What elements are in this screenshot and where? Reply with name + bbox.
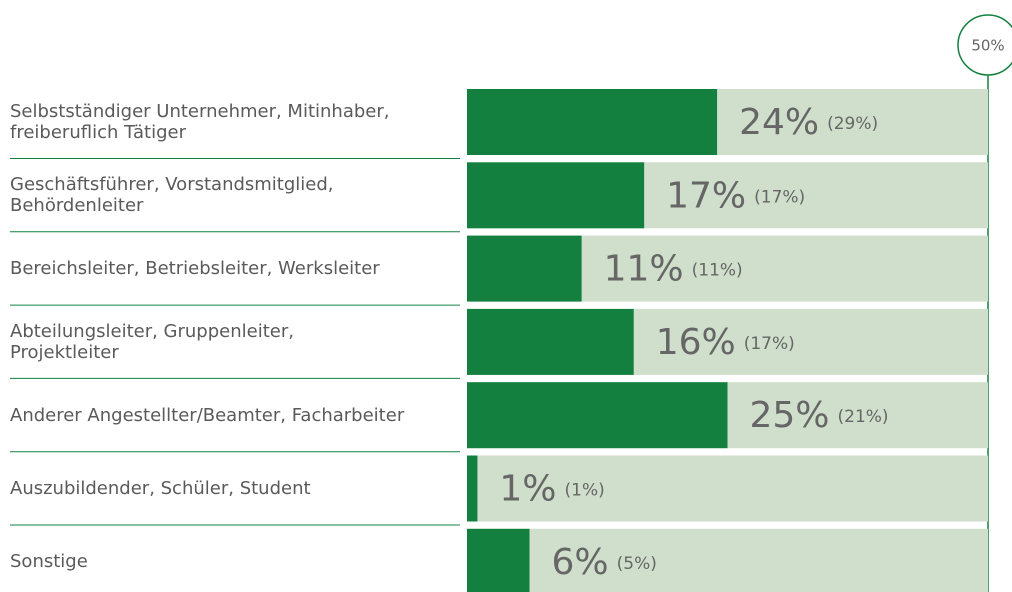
comparison-label: (21%): [838, 407, 889, 427]
value-label-main: 1%: [499, 469, 556, 510]
value-label-main: 24%: [739, 102, 819, 143]
value-label: 11% (11%): [604, 249, 743, 290]
bar: [467, 528, 530, 592]
comparison-label: (1%): [565, 481, 605, 501]
value-label-main: 25%: [750, 395, 830, 436]
tick-circle: [957, 14, 1012, 76]
value-label: 6% (5%): [552, 542, 657, 583]
bar-track: [467, 528, 988, 592]
comparison-label: (5%): [617, 554, 657, 574]
comparison-label: (11%): [692, 261, 743, 281]
bar: [467, 89, 718, 155]
bar: [467, 235, 582, 302]
category-label: Abteilungsleiter, Gruppenleiter, Projekt…: [10, 320, 294, 363]
bar-track: [467, 455, 988, 522]
value-label: 25% (21%): [750, 395, 889, 436]
category-label: Geschäftsführer, Vorstandsmitglied, Behö…: [10, 174, 334, 217]
value-label-main: 17%: [666, 175, 746, 216]
value-label-main: 11%: [604, 249, 684, 290]
comparison-label: (17%): [744, 334, 795, 354]
category-label: Anderer Angestellter/Beamter, Facharbeit…: [10, 404, 405, 426]
x-tick-label: 50%: [971, 37, 1004, 55]
bar: [467, 455, 478, 522]
value-label: 17% (17%): [666, 175, 805, 216]
value-label: 24% (29%): [739, 102, 878, 143]
bar: [467, 382, 728, 449]
comparison-label: (29%): [827, 114, 878, 134]
value-label: 1% (1%): [499, 469, 604, 510]
bar: [467, 308, 634, 375]
value-label-main: 6%: [552, 542, 609, 583]
bar: [467, 162, 645, 229]
comparison-label: (17%): [754, 187, 805, 207]
value-label-main: 16%: [656, 322, 736, 363]
category-label: Bereichsleiter, Betriebsleiter, Werkslei…: [10, 258, 380, 280]
category-label: Sonstige: [10, 551, 88, 573]
category-label: Selbstständiger Unternehmer, Mitinhaber,…: [10, 101, 390, 143]
value-label: 16% (17%): [656, 322, 795, 363]
category-label: Auszubildender, Schüler, Student: [10, 478, 311, 499]
